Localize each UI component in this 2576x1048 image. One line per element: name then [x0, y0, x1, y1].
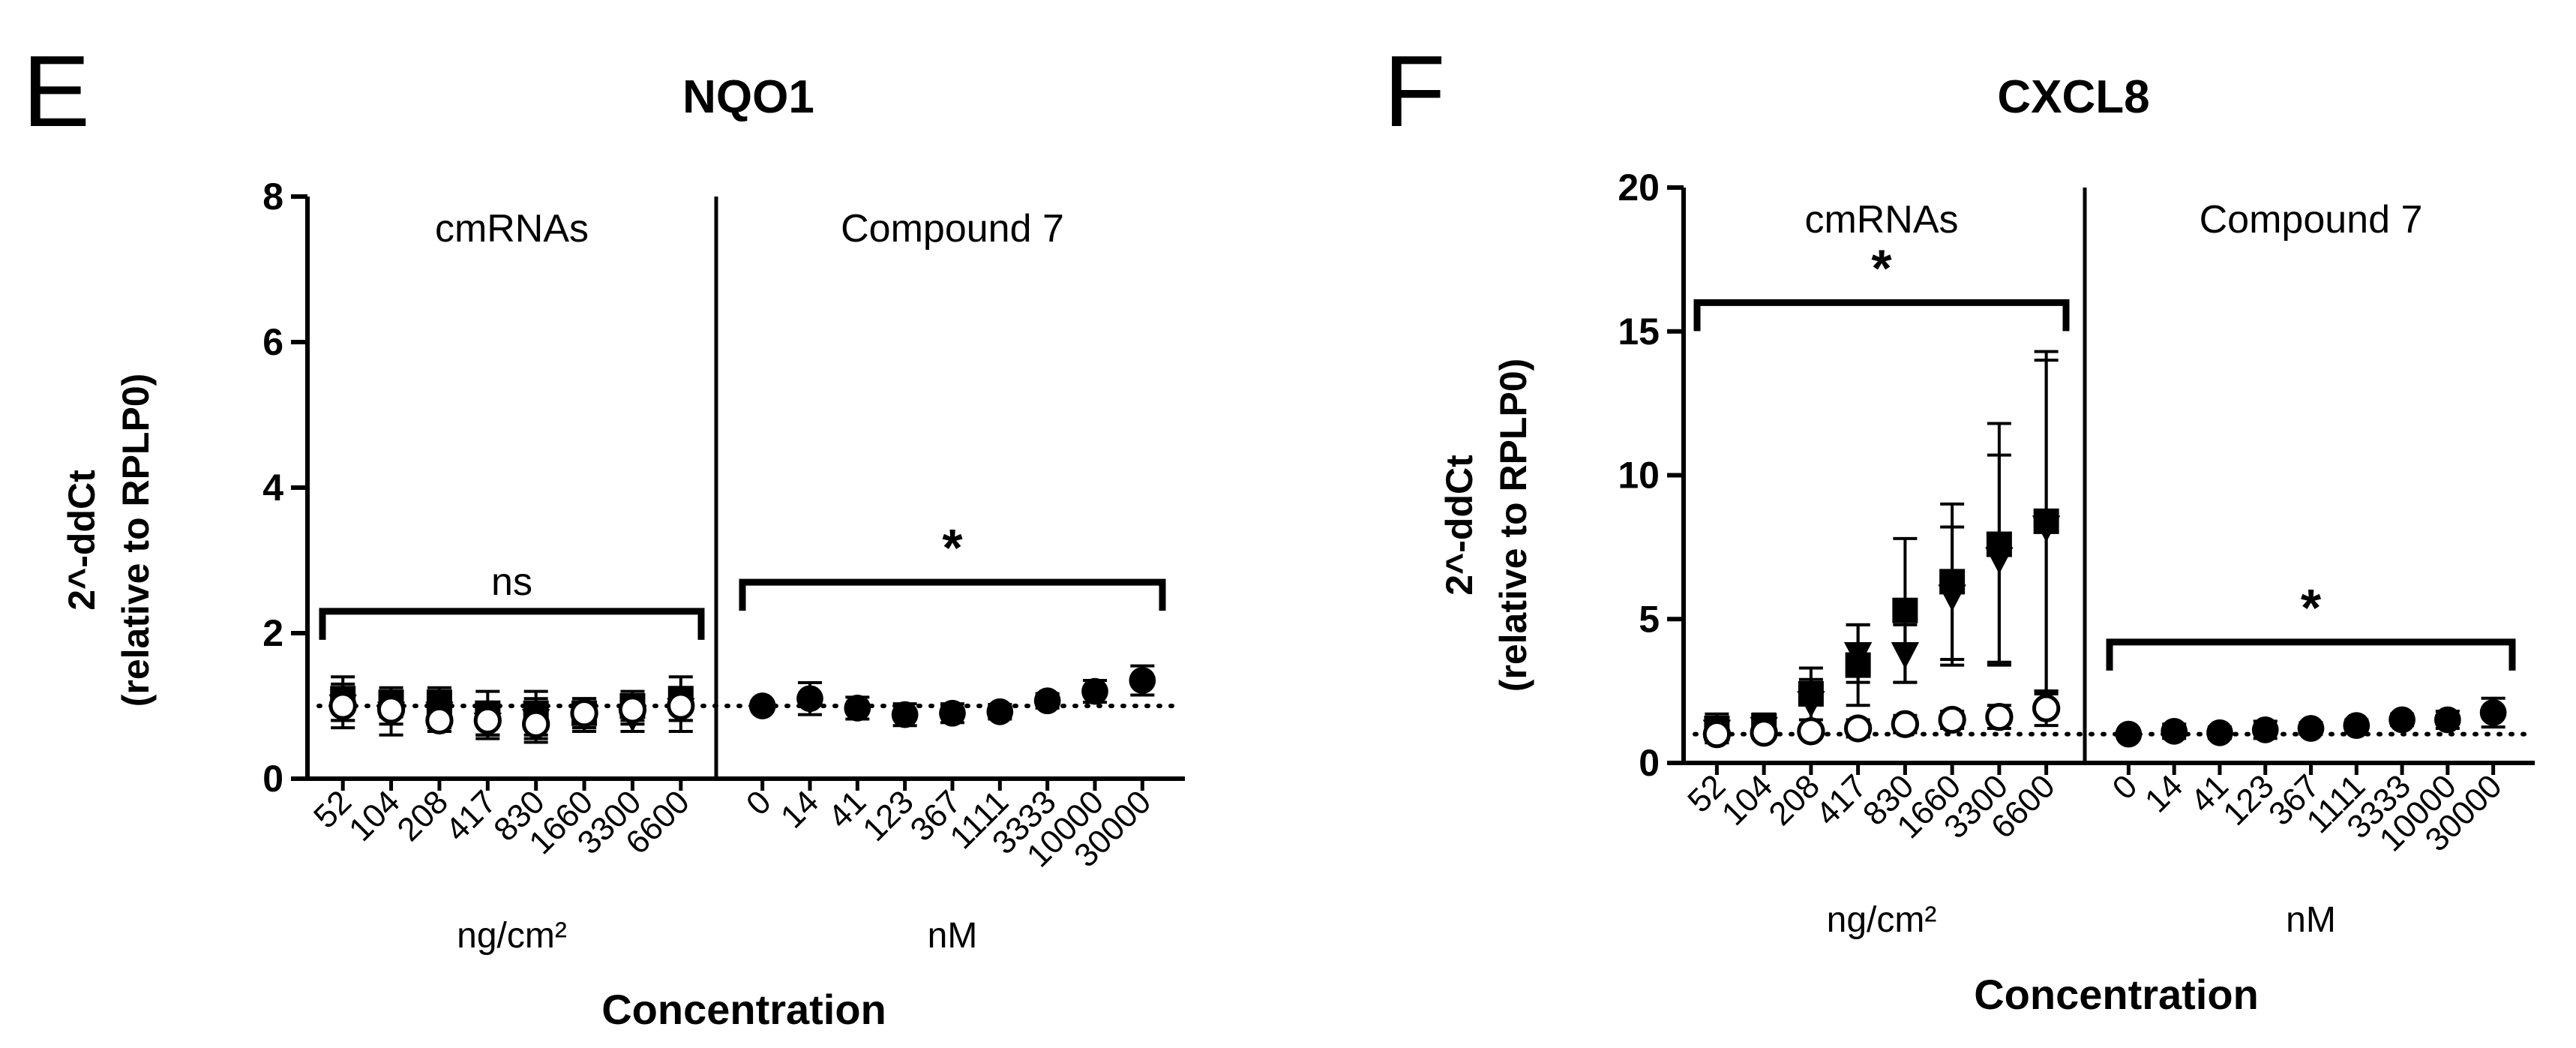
panel-f-significance-bracket: [1693, 299, 2070, 332]
panel-f-point-circle-open: [2032, 694, 2061, 722]
panel-f-point-square: [1892, 597, 1918, 623]
panel-f-point-circle: [2297, 715, 2325, 742]
panel-e-point-circle: [748, 692, 776, 719]
panel-e-ytick-label: 6: [262, 321, 283, 363]
panel-f-ylabel-line2: (relative to RPLP0): [1492, 359, 1534, 692]
panel-f-group-label: cmRNAs: [1804, 198, 1958, 242]
panel-f-point-circle: [2434, 706, 2461, 734]
panel-e-point-circle: [1081, 677, 1108, 705]
panel-f-point-circle-open: [1891, 710, 1920, 738]
panel-e-significance-bracket: [739, 578, 1166, 611]
panel-f-ylabel-line1: 2^-ddCt: [1438, 455, 1480, 596]
panel-f-point-circle: [2389, 706, 2416, 734]
panel-e-significance-label: *: [942, 518, 963, 577]
panel-f-point-triangle-down: [1985, 547, 2014, 575]
panel-f-point-circle-open: [1843, 714, 1873, 743]
panel-e-significance-label: ns: [491, 560, 532, 604]
panel-e-ylabel-line1: 2^-ddCt: [61, 470, 103, 611]
panel-e-ylabel: 2^-ddCt (relative to RPLP0): [61, 374, 157, 707]
panel-f-ytick-label: 10: [1618, 455, 1660, 497]
panel-f-significance-label: *: [2301, 578, 2322, 637]
panel-f-ytick-label: 5: [1639, 598, 1660, 640]
panel-e-point-circle-open: [425, 706, 454, 735]
panel-e: E NQO1 2^-ddCt (relative to RPLP0) Conce…: [22, 35, 1185, 1033]
panel-f-point-circle-open: [1797, 717, 1825, 746]
panel-f-point-triangle-down: [1891, 641, 1920, 669]
panel-e-point-circle: [1033, 687, 1061, 715]
panel-e-unit-label: nM: [928, 916, 978, 956]
panel-f-significance-bracket: [2106, 638, 2516, 671]
panel-f-point-circle-open: [1702, 720, 1732, 749]
panel-e-letter: E: [22, 35, 90, 148]
panel-e-ytick-label: 8: [262, 176, 283, 218]
panel-f-point-triangle-down: [1938, 584, 1966, 611]
panel-f-point-circle: [2206, 719, 2233, 746]
panel-f-xtick-label: 0: [2105, 767, 2144, 806]
panel-f-point-circle: [2115, 720, 2143, 748]
panel-f-unit-label: nM: [2286, 900, 2336, 940]
panel-e-point-circle-open: [570, 699, 598, 728]
panel-f-point-circle: [2161, 717, 2188, 745]
panel-e-group-label: cmRNAs: [435, 207, 589, 251]
panel-f-significance-label: *: [1871, 239, 1892, 297]
panel-f-ytick-label: 0: [1639, 742, 1660, 784]
panel-e-xtick-label: 14: [774, 783, 826, 835]
panel-e-point-circle-open: [376, 695, 406, 724]
panel-f-point-circle-open: [1938, 705, 1966, 734]
panel-f-xtick-label: 14: [2138, 767, 2190, 819]
panel-e-point-circle: [891, 701, 919, 728]
panel-f-point-circle-open: [1985, 702, 2014, 731]
panel-e-point-circle-open: [473, 706, 502, 735]
panel-e-point-circle: [844, 695, 871, 722]
panel-e-significance-bracket: [319, 608, 705, 640]
panel-e-ytick-label: 2: [262, 612, 283, 654]
panel-e-unit-label: ng/cm²: [457, 916, 567, 956]
panel-f-letter: F: [1384, 35, 1445, 148]
panel-e-plot: 02468cmRNAs52104208417830166033006600ng/…: [262, 176, 1185, 956]
panel-f: F CXCL8 2^-ddCt (relative to RPLP0) Conc…: [1384, 35, 2535, 1018]
panel-f-ylabel: 2^-ddCt (relative to RPLP0): [1438, 359, 1534, 692]
panel-e-point-circle: [939, 699, 966, 727]
panel-f-point-triangle-down: [1843, 641, 1873, 669]
panel-e-point-circle-open: [522, 710, 550, 738]
panel-f-unit-label: ng/cm²: [1827, 900, 1937, 940]
panel-f-point-circle: [2479, 699, 2507, 726]
panel-e-ytick-label: 0: [262, 758, 283, 800]
panel-f-title: CXCL8: [1997, 71, 2149, 123]
panel-e-ylabel-line2: (relative to RPLP0): [115, 374, 157, 707]
panel-e-xtick-label: 0: [739, 783, 778, 822]
panel-e-point-circle: [796, 685, 823, 713]
panel-f-point-triangle-down: [1797, 691, 1825, 718]
panel-e-group-label: Compound 7: [841, 207, 1064, 251]
panel-f-plot: 05101520cmRNAs52104208417830166033006600…: [1618, 167, 2535, 940]
panel-f-point-circle: [2251, 716, 2279, 743]
panel-e-xlabel: Concentration: [601, 986, 886, 1033]
panel-e-title: NQO1: [682, 71, 814, 123]
panel-e-point-circle: [1129, 667, 1156, 694]
panel-f-ytick-label: 15: [1618, 311, 1660, 353]
panel-e-point-circle-open: [667, 692, 695, 720]
panel-f-point-circle-open: [1750, 719, 1778, 747]
panel-f-ytick-label: 20: [1618, 167, 1660, 209]
panel-e-point-circle-open: [328, 692, 357, 720]
panel-f-point-circle: [2343, 712, 2371, 739]
panel-e-point-circle: [986, 698, 1014, 725]
panel-f-group-label: Compound 7: [2200, 198, 2423, 242]
panel-f-point-triangle-down: [2032, 515, 2061, 542]
panel-f-xlabel: Concentration: [1974, 971, 2259, 1018]
panel-e-ytick-label: 4: [262, 467, 283, 509]
panel-e-point-circle-open: [618, 695, 647, 724]
